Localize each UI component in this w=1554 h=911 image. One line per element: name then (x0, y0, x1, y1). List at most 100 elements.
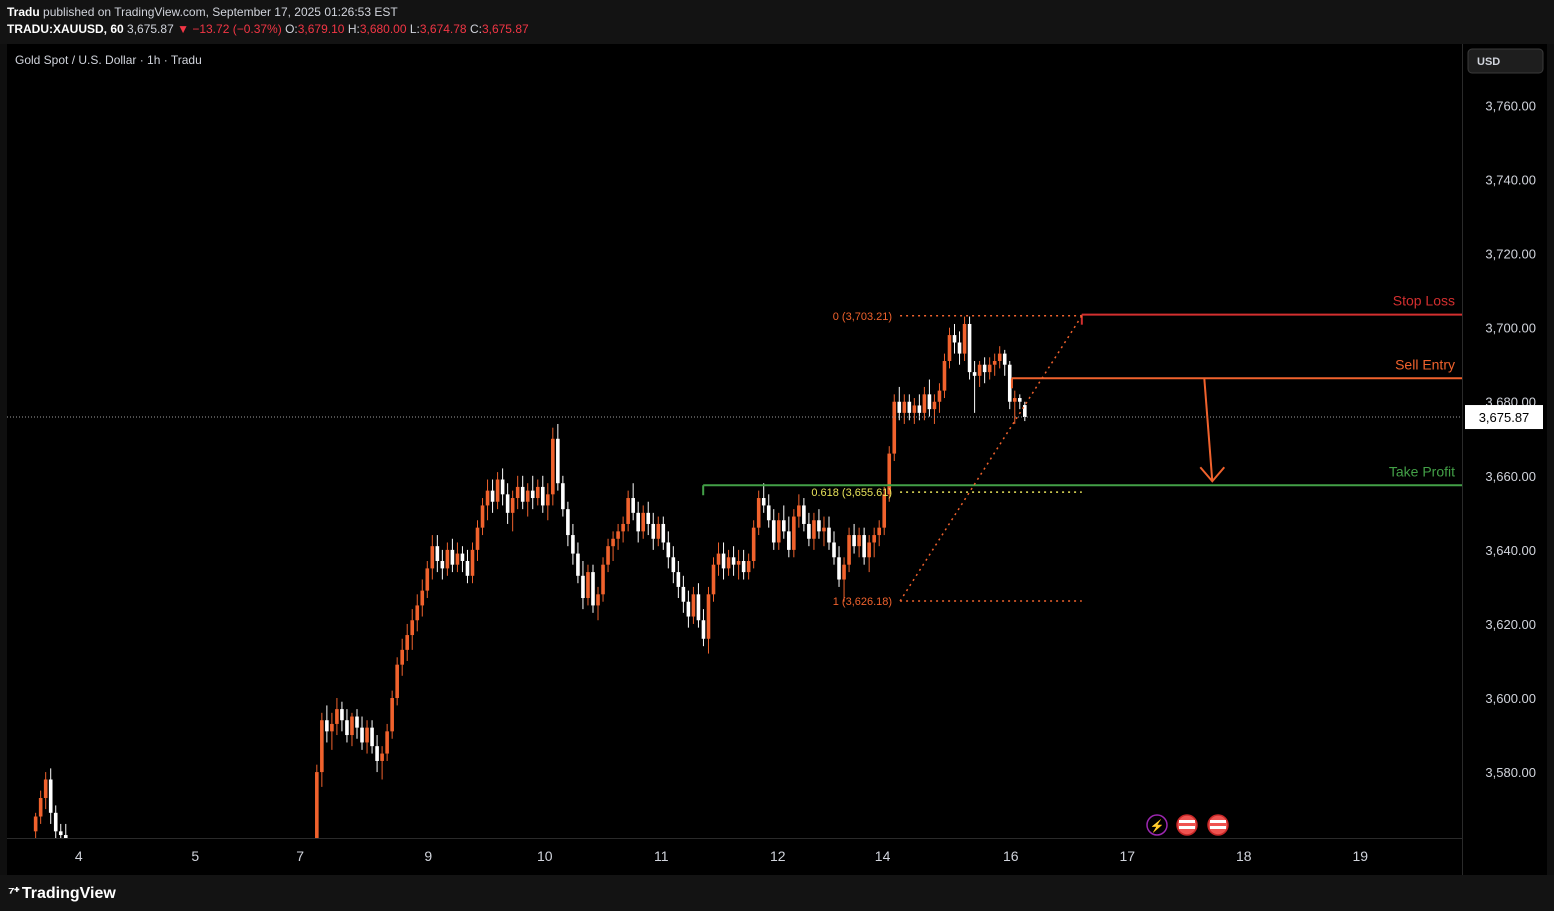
candle-body (696, 594, 701, 621)
candle-body (706, 594, 711, 639)
candle-body (721, 553, 726, 569)
candle-body (661, 523, 666, 543)
candle-body (400, 649, 404, 665)
lightning-event-icon[interactable] (1146, 814, 1168, 836)
candle-body (470, 549, 475, 576)
candle-body (485, 490, 490, 506)
fib-level-label: 0.618 (3,655.61) (811, 487, 892, 499)
candle-body (787, 531, 791, 550)
time-tick-label: 18 (1236, 848, 1252, 864)
fib-level-label: 1 (3,626.18) (833, 596, 892, 608)
last-price: 3,675.87 (127, 22, 174, 36)
candle-body (847, 535, 851, 565)
candle-body (857, 535, 861, 547)
candle-body (771, 520, 776, 543)
candle-body (666, 542, 671, 558)
candle-body (751, 527, 756, 561)
candle-body (571, 535, 575, 554)
symbol-label[interactable]: TRADU:XAUUSD, 60 (7, 22, 124, 36)
candle-body (766, 505, 771, 521)
candle-body (415, 605, 420, 621)
high-value: 3,680.00 (359, 22, 407, 36)
publish-details: published on TradingView.com, September … (43, 5, 398, 19)
candle-body (942, 361, 947, 391)
candle-body (927, 394, 932, 410)
open-value: 3,679.10 (297, 22, 345, 36)
candle-body (33, 816, 38, 832)
time-tick-label: 16 (1003, 848, 1019, 864)
candle-body (335, 709, 339, 724)
candle-body (882, 494, 887, 528)
candle-body (691, 594, 696, 617)
candle-body (63, 835, 68, 838)
candle-body (395, 664, 399, 699)
candle-body (616, 531, 620, 539)
tradingview-logo[interactable]: ⁷ᐩ TradingView (8, 883, 116, 903)
tradingview-mark-icon: ⁷ᐩ (8, 885, 20, 902)
candle-body (48, 779, 53, 813)
us-flag-event-icon[interactable] (1176, 814, 1198, 836)
event-icons[interactable]: ⚡ (1146, 814, 1229, 836)
candle-body (781, 520, 786, 532)
candle-body (385, 731, 389, 754)
candle-body (987, 364, 992, 373)
us-flag-event-icon[interactable] (1207, 814, 1229, 836)
candle-body (937, 390, 942, 402)
lightning-icon: ⚡ (1150, 819, 1165, 833)
candle-body (631, 498, 635, 513)
candle-body (510, 498, 515, 513)
candle-body (922, 394, 927, 413)
price-tick-label: 3,700.00 (1485, 321, 1536, 336)
candle-body (802, 505, 806, 524)
currency-button[interactable]: USD (1467, 48, 1544, 74)
price-tick-label: 3,580.00 (1485, 765, 1536, 780)
publish-header: Tradu published on TradingView.com, Sept… (0, 0, 1554, 44)
candle-body (952, 335, 957, 343)
candle-body (445, 549, 450, 569)
candle-body (681, 586, 686, 602)
chart-area[interactable]: Stop Loss Sell Entry Take Profit 0 (3,703.… (7, 44, 1547, 875)
price-axis-bg (1462, 44, 1547, 875)
candle-body (480, 505, 485, 528)
flag-stripe (1179, 826, 1195, 829)
time-tick-label: 14 (875, 848, 891, 864)
candle-body (435, 546, 440, 561)
candle-body (611, 538, 615, 547)
time-tick-label: 5 (191, 848, 199, 864)
high-label: H: (347, 22, 360, 36)
candle-body (460, 553, 465, 561)
candle-body (701, 620, 706, 639)
candle-body (561, 483, 565, 510)
price-tick-label: 3,760.00 (1485, 98, 1536, 113)
candle-body (340, 709, 344, 721)
candle-body (540, 486, 545, 506)
price-tick-label: 3,720.00 (1485, 247, 1536, 262)
flag-stripe (1179, 820, 1195, 823)
price-chart[interactable]: Stop Loss Sell Entry Take Profit 0 (3,703.… (7, 44, 1547, 875)
candle-body (596, 594, 600, 606)
candle-body (656, 523, 661, 539)
levels-layer: Stop Loss Sell Entry Take Profit (7, 293, 1462, 496)
candle-body (365, 727, 369, 743)
candle-body (797, 505, 801, 517)
candle-body (741, 560, 746, 573)
down-arrow-icon: ▼ (177, 22, 189, 36)
candle-body (1017, 398, 1022, 402)
candle-body (1007, 364, 1012, 402)
candle-body (907, 401, 912, 413)
candle-body (716, 553, 721, 565)
publish-info: Tradu published on TradingView.com, Sept… (7, 5, 398, 19)
candle-body (977, 364, 982, 376)
candle-body (355, 716, 359, 728)
candle-body (425, 568, 430, 591)
candle-body (877, 527, 881, 536)
candle-body (817, 520, 821, 532)
candle-body (957, 342, 962, 354)
candle-body (872, 535, 876, 543)
candle-body (375, 746, 379, 761)
candle-body (1002, 353, 1007, 365)
publisher-name[interactable]: Tradu (7, 5, 40, 19)
candle-body (38, 798, 43, 817)
candle-body (530, 490, 535, 499)
candle-body (902, 401, 907, 413)
